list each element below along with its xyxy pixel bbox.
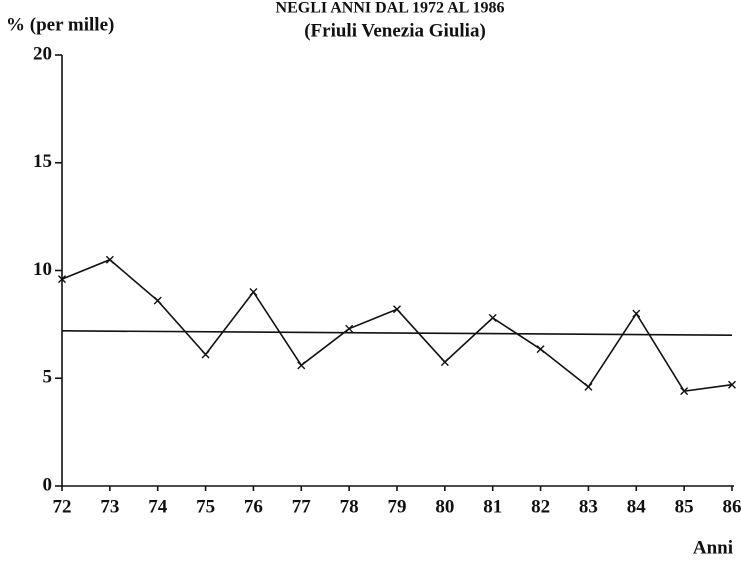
point-marker bbox=[153, 296, 162, 305]
x-tick-label: 75 bbox=[196, 496, 215, 517]
point-marker bbox=[488, 313, 497, 322]
point-marker bbox=[584, 382, 593, 391]
x-tick-label: 86 bbox=[723, 496, 741, 517]
x-tick-label: 81 bbox=[483, 496, 502, 517]
point-marker bbox=[345, 324, 354, 333]
y-tick-label: 15 bbox=[33, 151, 52, 172]
x-tick-label: 74 bbox=[148, 496, 168, 517]
y-tick-label: 0 bbox=[43, 474, 53, 495]
y-tick-label: 5 bbox=[43, 367, 53, 388]
x-tick-label: 85 bbox=[675, 496, 694, 517]
point-marker bbox=[393, 305, 401, 314]
x-axis-label: Anni bbox=[693, 537, 733, 558]
x-tick-label: 80 bbox=[435, 496, 454, 517]
chart-title: NEGLI ANNI DAL 1972 AL 1986 bbox=[276, 0, 505, 17]
y-tick-label: 10 bbox=[33, 259, 52, 280]
x-tick-label: 72 bbox=[53, 496, 72, 517]
y-axis-label: % (per mille) bbox=[6, 14, 114, 35]
x-tick-label: 77 bbox=[292, 496, 312, 517]
chart-subtitle: (Friuli Venezia Giulia) bbox=[304, 20, 486, 41]
point-marker bbox=[632, 309, 641, 318]
point-marker bbox=[440, 358, 449, 367]
point-marker bbox=[297, 361, 306, 370]
series-line bbox=[61, 258, 733, 393]
point-marker bbox=[536, 345, 545, 354]
x-tick-label: 84 bbox=[627, 496, 647, 517]
x-tick-label: 78 bbox=[340, 496, 359, 517]
x-tick-label: 83 bbox=[579, 496, 598, 517]
x-tick-label: 76 bbox=[244, 496, 263, 517]
series-line bbox=[61, 330, 733, 336]
point-marker bbox=[680, 387, 689, 396]
point-marker bbox=[201, 350, 210, 359]
point-marker bbox=[249, 288, 258, 297]
y-tick-label: 20 bbox=[33, 43, 52, 64]
point-marker bbox=[58, 275, 66, 284]
point-marker bbox=[105, 255, 114, 264]
x-tick-label: 79 bbox=[388, 496, 407, 517]
point-marker bbox=[728, 380, 736, 389]
x-tick-label: 73 bbox=[100, 496, 119, 517]
x-tick-label: 82 bbox=[531, 496, 550, 517]
